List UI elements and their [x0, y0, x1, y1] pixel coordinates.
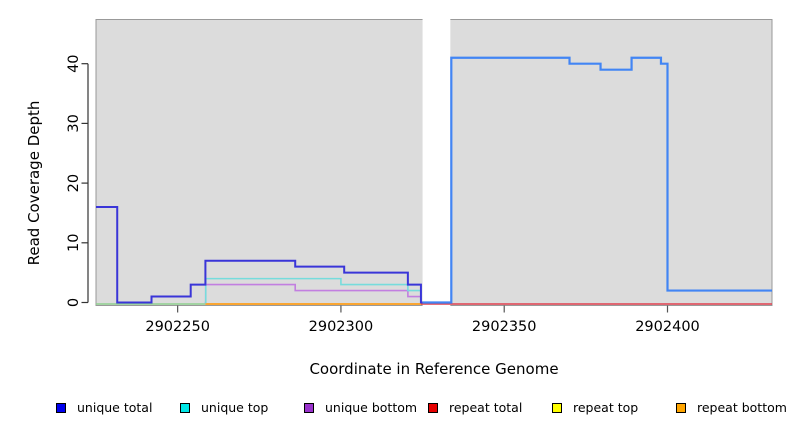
x-tick-label: 2902300: [309, 319, 374, 335]
y-tick-label: 20: [66, 174, 82, 192]
x-tick-label: 2902350: [472, 319, 537, 335]
y-tick-label: 10: [66, 234, 82, 252]
series-line-unique-top: [204, 277, 422, 304]
coverage-gap-band: [422, 18, 451, 307]
y-tick-label: 0: [66, 298, 82, 307]
y-tick-label: 30: [66, 114, 82, 132]
y-tick-label: 40: [66, 54, 82, 72]
series-line-unique-total-right-of-gap: [422, 56, 772, 304]
x-axis-title: Coordinate in Reference Genome: [309, 360, 559, 378]
y-axis-title: Read Coverage Depth: [25, 100, 43, 266]
series-line-unique-total-left-of-gap: [96, 205, 423, 304]
x-tick-label: 2902250: [145, 319, 210, 335]
x-tick-label: 2902400: [635, 319, 700, 335]
